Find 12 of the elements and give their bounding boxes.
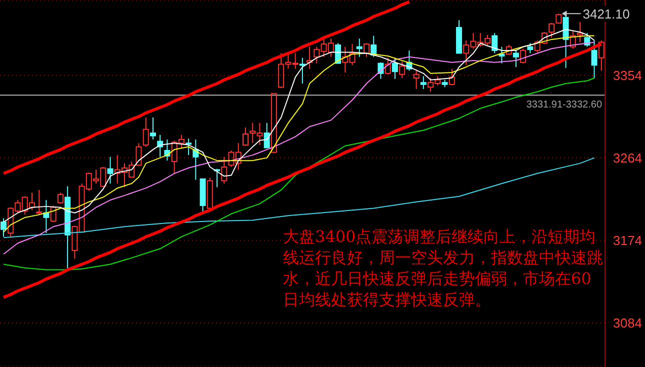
candlestick	[221, 156, 228, 184]
band-label: 3331.91-3332.60	[526, 100, 602, 111]
y-tick-label: 3174	[613, 233, 642, 248]
candlestick	[591, 40, 598, 78]
y-tick-label: 3354	[613, 68, 642, 83]
annotation: 3421.10	[582, 6, 630, 22]
y-tick-label: 3264	[613, 150, 642, 166]
line-series	[2, 0, 411, 175]
candlestick	[306, 46, 313, 70]
y-tick-label: 3084	[613, 316, 642, 331]
annotation: 大盘3400点震荡调整后继续向上，沿短期均线运行良好，周一空头发力，指数盘中快速跳水，近几日快速反弹后走势偏弱，市场在60日均线处获得支撑快速反弹。	[283, 226, 604, 310]
candlestick	[107, 156, 114, 184]
